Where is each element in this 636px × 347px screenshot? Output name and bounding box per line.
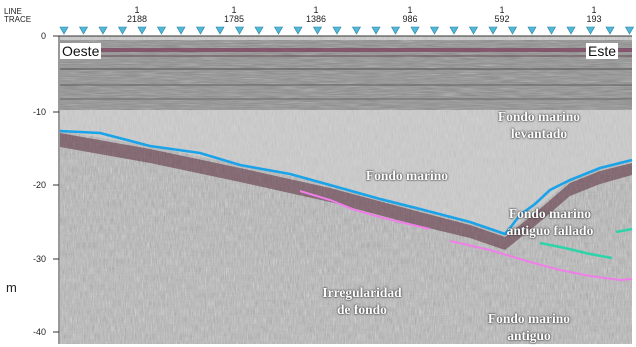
- raised-seafloor-annotation: Fondo marino levantado: [484, 108, 594, 142]
- annotation-line: antiguo: [507, 328, 551, 343]
- trace-marker-icon: [546, 26, 557, 35]
- trace-marker-icon: [605, 26, 615, 35]
- trace-marker-icon: [312, 26, 323, 35]
- seafloor-annotation: Fondo marino: [352, 167, 462, 184]
- depth-tick-label: -20: [32, 180, 46, 190]
- west-label: Oeste: [60, 43, 102, 59]
- trace-marker-icon: [156, 26, 167, 35]
- annotation-line: antiguo fallado: [506, 223, 594, 238]
- line-number-label: 1: [407, 5, 413, 15]
- trace-marker-icon: [254, 26, 264, 35]
- annotation-line: levantado: [510, 126, 568, 141]
- faulted-seafloor-line-east: [615, 227, 633, 234]
- trace-marker-icon: [429, 26, 440, 35]
- trace-label: 2188: [126, 14, 148, 24]
- annotation-line: Irregularidad: [322, 285, 402, 300]
- trace-marker-icon: [273, 26, 284, 35]
- trace-marker-icon: [117, 26, 128, 35]
- depth-tick-label: -40: [32, 327, 46, 337]
- depth-tick-label: -30: [32, 254, 46, 264]
- trace-marker-icon: [59, 26, 69, 35]
- old-seafloor-line-lower: [449, 240, 633, 282]
- trace-label: 592: [494, 14, 510, 24]
- trace-marker-icon: [195, 26, 206, 35]
- trace-label: 1785: [223, 14, 245, 24]
- line-number-label: 1: [591, 5, 597, 15]
- trace-marker-icon: [390, 26, 401, 35]
- trace-marker-icon: [78, 26, 89, 35]
- trace-marker-icon: [527, 26, 537, 35]
- annotation-line: Fondo marino: [365, 168, 449, 183]
- trace-label: 1386: [305, 14, 327, 24]
- depth-tick-label: 0: [40, 31, 46, 41]
- annotation-line: de fondo: [337, 302, 387, 317]
- trace-marker-icon: [585, 26, 596, 35]
- trace-marker-icon: [176, 26, 186, 35]
- trace-marker-icon: [98, 26, 108, 35]
- trace-marker-icon: [371, 26, 381, 35]
- line-number-label: 1: [134, 5, 140, 15]
- trace-marker-icon: [332, 26, 342, 35]
- trace-marker-icon: [566, 26, 576, 35]
- old-faulted-seafloor-annotation: Fondo marino antiguo fallado: [488, 205, 612, 239]
- east-label: Este: [586, 43, 619, 59]
- trace-header-label: TRACE: [4, 15, 32, 24]
- annotation-line: Fondo marino: [487, 311, 571, 326]
- annotation-line: Fondo marino: [508, 206, 592, 221]
- line-number-label: 1: [231, 5, 237, 15]
- trace-marker-icon: [137, 26, 147, 35]
- depth-unit-label: m: [6, 280, 17, 295]
- trace-marker-icon: [410, 26, 420, 35]
- trace-label: 986: [402, 14, 418, 24]
- old-seafloor-line-upper: [299, 190, 431, 230]
- faulted-seafloor-line: [539, 241, 613, 260]
- trace-marker-icon: [488, 26, 498, 35]
- old-seafloor-annotation: Fondo marino antiguo: [474, 310, 584, 344]
- seafloor-reflector-band: [60, 133, 632, 250]
- line-number-label: 1: [313, 5, 319, 15]
- line-header-label: LINE: [4, 7, 22, 16]
- trace-marker-icon: [215, 26, 225, 35]
- trace-marker-icon: [507, 26, 518, 35]
- trace-marker-icon: [449, 26, 459, 35]
- seafloor-line: [59, 129, 633, 236]
- trace-marker-icon: [624, 26, 635, 35]
- trace-marker-icon: [468, 26, 479, 35]
- trace-marker-icon: [293, 26, 303, 35]
- annotation-line: Fondo marino: [497, 109, 581, 124]
- bottom-irregularity-annotation: Irregularidad de fondo: [307, 284, 417, 318]
- trace-label: 193: [586, 14, 602, 24]
- trace-marker-icon: [351, 26, 362, 35]
- trace-marker-icon: [234, 26, 245, 35]
- line-number-label: 1: [499, 5, 505, 15]
- depth-tick-label: -10: [32, 107, 46, 117]
